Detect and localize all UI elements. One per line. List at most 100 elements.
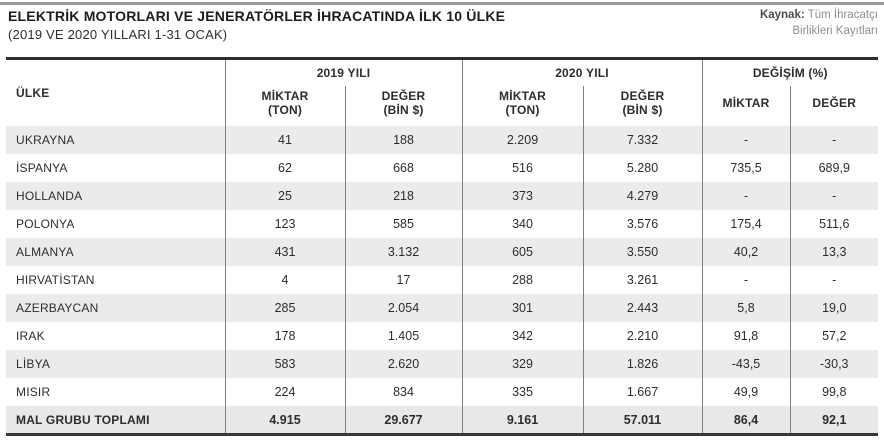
value-cell: - — [789, 126, 878, 154]
value-cell: 5.280 — [582, 154, 702, 182]
value-cell: - — [701, 182, 790, 210]
table-row: MISIR 224 834 335 1.667 49,9 99,8 — [6, 378, 878, 406]
value-cell: 301 — [461, 294, 583, 322]
value-cell: 49,9 — [701, 378, 790, 406]
value-cell: 668 — [344, 154, 462, 182]
col-header-2019-miktar: MİKTAR (TON) — [224, 86, 345, 126]
source-note: Kaynak: Tüm İhracatçı Birlikleri Kayıtla… — [718, 8, 878, 39]
top-divider — [0, 2, 884, 5]
col-header-country: ÜLKE — [16, 86, 50, 100]
value-cell: 288 — [461, 266, 583, 294]
country-cell: AZERBAYCAN — [16, 301, 99, 315]
country-cell: İSPANYA — [16, 161, 68, 175]
source-label: Kaynak: — [759, 9, 805, 21]
value-cell: 1.405 — [344, 322, 462, 350]
value-cell: - — [789, 266, 878, 294]
col-header-change-miktar: MİKTAR — [701, 86, 790, 126]
total-row: MAL GRUBU TOPLAMI 4.915 29.677 9.161 57.011 8… — [6, 406, 878, 435]
value-cell: 511,6 — [789, 210, 878, 238]
col-header-2020-deger: DEĞER (BİN $) — [582, 86, 702, 126]
col-header-change-deger: DEĞER — [789, 86, 878, 126]
table-row: UKRAYNA 41 188 2.209 7.332- - — [6, 126, 878, 154]
value-cell: 123 — [224, 210, 345, 238]
value-cell: 91,8 — [701, 322, 790, 350]
header: ELEKTRİK MOTORLARI VE JENERATÖRLER İHRAC… — [8, 8, 878, 42]
value-cell: - — [701, 126, 790, 154]
export-data-table: ÜLKE 2019 YILI 2020 YILI DEĞİŞİM (%) MİK… — [6, 57, 878, 436]
value-cell: 2.054 — [344, 294, 462, 322]
value-cell: 92,1 — [789, 406, 878, 435]
country-cell: MAL GRUBU TOPLAMI — [16, 412, 150, 427]
value-cell: 431 — [224, 238, 345, 266]
value-cell: 41 — [224, 126, 345, 154]
value-cell: 99,8 — [789, 378, 878, 406]
value-cell: 2.620 — [344, 350, 462, 378]
col-header-2020-miktar: MİKTAR (TON) — [461, 86, 583, 126]
sub-header-row: MİKTAR (TON) DEĞER (BİN $) MİKTAR (TON) … — [6, 86, 878, 126]
value-cell: 735,5 — [701, 154, 790, 182]
table-row: ALMANYA 431 3.132 605 3.550 40,2 13,3 — [6, 238, 878, 266]
col-group-change: DEĞİŞİM (%) — [701, 58, 878, 86]
value-cell: 57,2 — [789, 322, 878, 350]
value-cell: 175,4 — [701, 210, 790, 238]
page-subtitle: (2019 VE 2020 YILLARI 1-31 OCAK) — [8, 27, 228, 42]
country-cell: HOLLANDA — [16, 189, 83, 203]
country-cell: IRAK — [16, 329, 45, 343]
value-cell: 373 — [461, 182, 583, 210]
value-cell: 13,3 — [789, 238, 878, 266]
value-cell: 2.210 — [582, 322, 702, 350]
country-cell: POLONYA — [16, 217, 75, 231]
value-cell: 340 — [461, 210, 583, 238]
country-cell: HIRVATİSTAN — [16, 273, 95, 287]
page-title: ELEKTRİK MOTORLARI VE JENERATÖRLER İHRAC… — [8, 8, 506, 24]
value-cell: 335 — [461, 378, 583, 406]
value-cell: 516 — [461, 154, 583, 182]
value-cell: 3.550 — [582, 238, 702, 266]
value-cell: 4 — [224, 266, 345, 294]
value-cell: 1.826 — [582, 350, 702, 378]
col-group-2020: 2020 YILI — [461, 58, 702, 86]
value-cell: 188 — [344, 126, 462, 154]
value-cell: 7.332 — [582, 126, 702, 154]
table-body: UKRAYNA 41 188 2.209 7.332- - İSPANYA 62 668 516 5… — [6, 126, 878, 435]
value-cell: 583 — [224, 350, 345, 378]
country-cell: MISIR — [16, 385, 51, 399]
value-cell: 40,2 — [701, 238, 790, 266]
value-cell: 224 — [224, 378, 345, 406]
source-text: Tüm İhracatçı Birlikleri Kayıtları — [792, 9, 878, 37]
value-cell: -30,3 — [789, 350, 878, 378]
value-cell: 2.209 — [461, 126, 583, 154]
value-cell: 57.011 — [582, 406, 702, 435]
value-cell: 3.576 — [582, 210, 702, 238]
value-cell: 5,8 — [701, 294, 790, 322]
value-cell: 86,4 — [701, 406, 790, 435]
value-cell: - — [789, 182, 878, 210]
value-cell: 1.667 — [582, 378, 702, 406]
country-cell: LİBYA — [16, 357, 51, 371]
table-header: ÜLKE 2019 YILI 2020 YILI DEĞİŞİM (%) MİK… — [6, 58, 878, 126]
value-cell: 834 — [344, 378, 462, 406]
value-cell: 329 — [461, 350, 583, 378]
col-header-2019-deger: DEĞER (BİN $) — [344, 86, 462, 126]
country-cell: ALMANYA — [16, 245, 74, 259]
value-cell: 3.132 — [344, 238, 462, 266]
value-cell: 342 — [461, 322, 583, 350]
table-row: HOLLANDA 25 218 373 4.279- - — [6, 182, 878, 210]
value-cell: 19,0 — [789, 294, 878, 322]
value-cell: 218 — [344, 182, 462, 210]
table-row: IRAK 178 1.405 342 2.210 91,8 57,2 — [6, 322, 878, 350]
value-cell: 4.279 — [582, 182, 702, 210]
group-header-row: ÜLKE 2019 YILI 2020 YILI DEĞİŞİM (%) — [6, 58, 878, 100]
title-block: ELEKTRİK MOTORLARI VE JENERATÖRLER İHRAC… — [8, 8, 505, 42]
value-cell: 4.915 — [224, 406, 345, 435]
table-row: POLONYA 123 585 340 3.576 175,4 511,6 — [6, 210, 878, 238]
value-cell: 285 — [224, 294, 345, 322]
table-row: AZERBAYCAN 285 2.054 301 2.443 5,8 19,0 — [6, 294, 878, 322]
country-cell: UKRAYNA — [16, 133, 75, 147]
value-cell: 17 — [344, 266, 462, 294]
value-cell: -43,5 — [701, 350, 790, 378]
table-row: LİBYA 583 2.620 329 1.826 -43,5 -30,3 — [6, 350, 878, 378]
value-cell: 178 — [224, 322, 345, 350]
value-cell: 689,9 — [789, 154, 878, 182]
